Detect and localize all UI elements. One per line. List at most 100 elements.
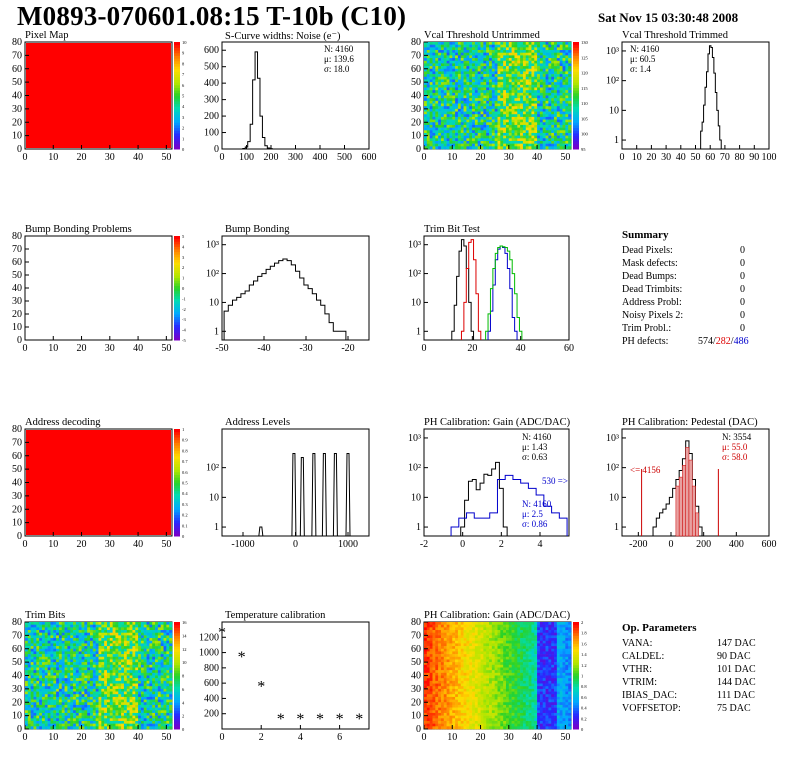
heatmap-cell bbox=[126, 688, 130, 692]
heatmap-cell bbox=[455, 130, 459, 134]
heatmap-cell bbox=[531, 135, 535, 139]
heatmap-cell bbox=[126, 715, 130, 719]
heatmap-cell bbox=[494, 108, 498, 112]
heatmap-cell bbox=[466, 95, 470, 99]
heatmap-cell bbox=[64, 712, 68, 716]
heatmap-cell bbox=[152, 654, 156, 658]
heatmap-cell bbox=[426, 654, 430, 658]
x-tick-label: 10 bbox=[48, 539, 58, 550]
heatmap-cell bbox=[435, 132, 439, 136]
heatmap-cell bbox=[435, 87, 439, 91]
heatmap-cell bbox=[132, 691, 136, 695]
heatmap-cell bbox=[452, 92, 456, 96]
heatmap-cell bbox=[75, 707, 80, 711]
heatmap-cell bbox=[81, 704, 85, 708]
heatmap-cell bbox=[58, 723, 63, 727]
heatmap-cell bbox=[166, 675, 170, 679]
heatmap-cell bbox=[440, 699, 445, 703]
heatmap-cell bbox=[81, 627, 85, 631]
heatmap-cell bbox=[92, 648, 96, 652]
heatmap-cell bbox=[517, 66, 521, 70]
heatmap-cell bbox=[514, 74, 518, 78]
heatmap-cell bbox=[539, 55, 544, 59]
heatmap-cell bbox=[438, 122, 442, 126]
colorbar-cell bbox=[174, 269, 180, 273]
heatmap-cell bbox=[511, 58, 515, 62]
heatmap-cell bbox=[469, 116, 473, 120]
heatmap-cell bbox=[424, 143, 428, 147]
heatmap-cell bbox=[41, 707, 46, 711]
heatmap-cell bbox=[109, 720, 113, 724]
colorbar-cell bbox=[174, 712, 180, 717]
heatmap-cell bbox=[562, 66, 566, 70]
heatmap-cell bbox=[477, 55, 481, 59]
heatmap-cell bbox=[438, 627, 442, 631]
heatmap-cell bbox=[135, 656, 139, 660]
heatmap-cell bbox=[438, 654, 442, 658]
heatmap-cell bbox=[27, 710, 31, 714]
heatmap-cell bbox=[44, 670, 48, 674]
heatmap-cell bbox=[92, 688, 96, 692]
heatmap-cell bbox=[33, 696, 37, 700]
heatmap-cell bbox=[449, 127, 453, 131]
heatmap-cell bbox=[44, 654, 48, 658]
heatmap-cell bbox=[531, 58, 535, 62]
heatmap-cell bbox=[460, 106, 464, 110]
heatmap-cell bbox=[109, 688, 113, 692]
heatmap-cell bbox=[25, 632, 29, 636]
heatmap-cell bbox=[520, 135, 524, 139]
heatmap-cell bbox=[126, 710, 130, 714]
heatmap-cell bbox=[539, 84, 544, 88]
colorbar-cell bbox=[174, 241, 180, 245]
heatmap-cell bbox=[143, 624, 147, 628]
heatmap-cell bbox=[53, 670, 57, 674]
heatmap-cell bbox=[25, 720, 29, 724]
heatmap-cell bbox=[455, 71, 459, 75]
colorbar-cell bbox=[174, 280, 180, 284]
heatmap-cell bbox=[39, 646, 43, 650]
heatmap-cell bbox=[559, 122, 563, 126]
heatmap-cell bbox=[41, 696, 46, 700]
heatmap-cell bbox=[138, 710, 142, 714]
heatmap-cell bbox=[440, 702, 445, 706]
heatmap-cell bbox=[452, 106, 456, 110]
heatmap-cell bbox=[438, 694, 442, 698]
heatmap-cell bbox=[123, 638, 128, 642]
heatmap-cell bbox=[446, 122, 450, 126]
colorbar-cell bbox=[174, 691, 180, 695]
heatmap-cell bbox=[138, 696, 142, 700]
heatmap-cell bbox=[101, 656, 105, 660]
heatmap-cell bbox=[508, 146, 512, 150]
heatmap-cell bbox=[429, 638, 433, 642]
heatmap-cell bbox=[90, 680, 94, 684]
heatmap-cell bbox=[429, 71, 433, 75]
heatmap-cell bbox=[98, 664, 102, 668]
heatmap-cell bbox=[169, 624, 173, 628]
heatmap-cell bbox=[489, 63, 493, 67]
heatmap-cell bbox=[166, 683, 170, 687]
colorbar-tick-label: 10 bbox=[182, 660, 187, 665]
heatmap-cell bbox=[511, 138, 515, 142]
heatmap-cell bbox=[132, 651, 136, 655]
heatmap-cell bbox=[426, 643, 430, 647]
heatmap-cell bbox=[25, 670, 29, 674]
heatmap-cell bbox=[92, 632, 96, 636]
colorbar-cell bbox=[174, 469, 180, 473]
heatmap-cell bbox=[537, 143, 541, 147]
heatmap-cell bbox=[446, 132, 450, 136]
heatmap-cell bbox=[429, 699, 433, 703]
heatmap-cell bbox=[429, 122, 433, 126]
heatmap-cell bbox=[520, 116, 524, 120]
heatmap-cell bbox=[562, 122, 566, 126]
heatmap-cell bbox=[169, 670, 173, 674]
heatmap-cell bbox=[440, 667, 445, 671]
heatmap-cell bbox=[36, 648, 40, 652]
heatmap-cell bbox=[157, 654, 161, 658]
heatmap-cell bbox=[112, 702, 116, 706]
heatmap-cell bbox=[486, 132, 490, 136]
heatmap-cell bbox=[457, 87, 462, 91]
heatmap-cell bbox=[446, 688, 450, 692]
heatmap-cell bbox=[426, 114, 430, 118]
heatmap-cell bbox=[429, 44, 433, 48]
heatmap-cell bbox=[33, 707, 37, 711]
